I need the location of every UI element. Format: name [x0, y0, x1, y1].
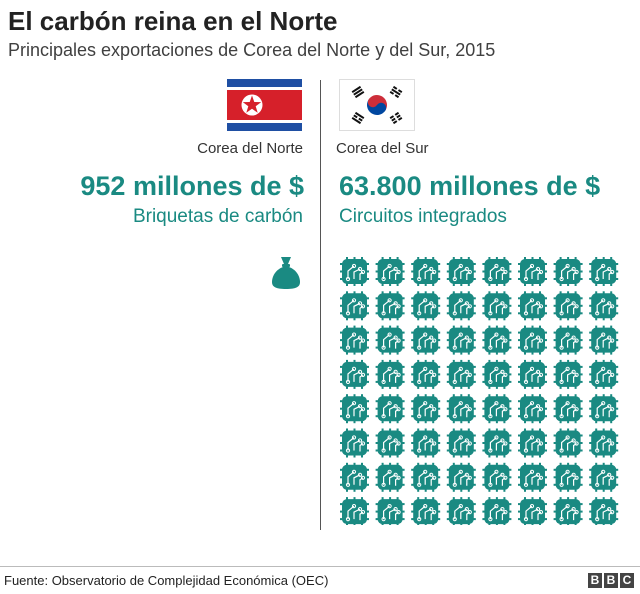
chip-icon [446, 462, 476, 492]
chip-icon [482, 462, 512, 492]
chip-icon [553, 497, 583, 525]
bbc-logo-letter: B [604, 573, 618, 588]
chip-icon [446, 291, 476, 321]
chip-icon [375, 325, 405, 355]
chip-icon [375, 291, 405, 321]
chip-icon [375, 497, 405, 525]
chip-icon [446, 359, 476, 389]
chip-icon [553, 359, 583, 389]
chip-icon [553, 325, 583, 355]
chip-icon [518, 394, 547, 424]
chip-icon [482, 428, 512, 458]
south-korea-flag [339, 79, 415, 131]
source-note: Fuente: Observatorio de Complejidad Econ… [4, 573, 329, 588]
chip-icon [553, 291, 583, 321]
chart-subtitle: Principales exportaciones de Corea del N… [8, 40, 496, 60]
chip-icon [446, 257, 476, 286]
bbc-logo: B B C [588, 573, 634, 588]
footer-divider [0, 566, 640, 567]
chip-icon [589, 257, 619, 286]
chip-icon [482, 291, 512, 321]
chip-icon [340, 497, 369, 525]
chip-icon [375, 257, 405, 286]
chip-icon [411, 428, 441, 458]
chip-icon [553, 462, 583, 492]
chip-icon [411, 462, 441, 492]
money-bag-icon [272, 257, 300, 289]
chip-icon [446, 325, 476, 355]
chip-icon [553, 394, 583, 424]
north-product-label: Briquetas de carbón [132, 206, 303, 227]
north-country-label: Corea del Norte [197, 140, 303, 157]
chart-title: El carbón reina en el Norte [8, 6, 338, 36]
chip-icon [340, 257, 369, 286]
chip-icon [375, 462, 405, 492]
chip-icon [589, 428, 619, 458]
chip-icon [518, 291, 547, 321]
chip-icon [482, 359, 512, 389]
chip-icon [482, 257, 512, 286]
column-divider [320, 80, 321, 530]
chip-icon [411, 257, 441, 286]
chip-icon [411, 394, 441, 424]
chip-icon [411, 497, 441, 525]
bbc-logo-letter: C [620, 573, 634, 588]
south-product-label: Circuitos integrados [339, 206, 507, 227]
chip-icon [340, 325, 369, 355]
chip-icon [340, 359, 369, 389]
chip-icon [482, 497, 512, 525]
south-country-label: Corea del Sur [336, 140, 429, 157]
chip-icon [482, 325, 512, 355]
chip-icon [589, 359, 619, 389]
chip-icon [340, 291, 369, 321]
chip-icon [340, 394, 369, 424]
chip-icon [375, 428, 405, 458]
chip-icon [518, 497, 547, 525]
chip-icon [375, 394, 405, 424]
chip-icon [589, 325, 619, 355]
north-korea-flag [227, 79, 302, 131]
chip-icon [518, 257, 547, 286]
chip-icon [518, 325, 547, 355]
chip-icon [482, 394, 512, 424]
chip-icon [411, 325, 441, 355]
chip-icon [589, 394, 619, 424]
chip-icon [446, 428, 476, 458]
chip-pictogram [340, 257, 619, 525]
chip-icon [553, 257, 583, 286]
north-value-label: 952 millones de $ [80, 171, 304, 201]
chip-icon [446, 394, 476, 424]
chip-icon [411, 291, 441, 321]
bbc-logo-letter: B [588, 573, 602, 588]
chip-icon [589, 497, 619, 525]
chip-icon [518, 462, 547, 492]
chip-icon [446, 497, 476, 525]
south-value-label: 63.800 millones de $ [339, 171, 601, 201]
chip-icon [589, 462, 619, 492]
chip-icon [553, 428, 583, 458]
chip-icon [518, 359, 547, 389]
chip-icon [518, 428, 547, 458]
chip-icon [589, 291, 619, 321]
chip-icon [340, 462, 369, 492]
chip-icon [340, 428, 369, 458]
chip-icon [375, 359, 405, 389]
chip-icon [411, 359, 441, 389]
